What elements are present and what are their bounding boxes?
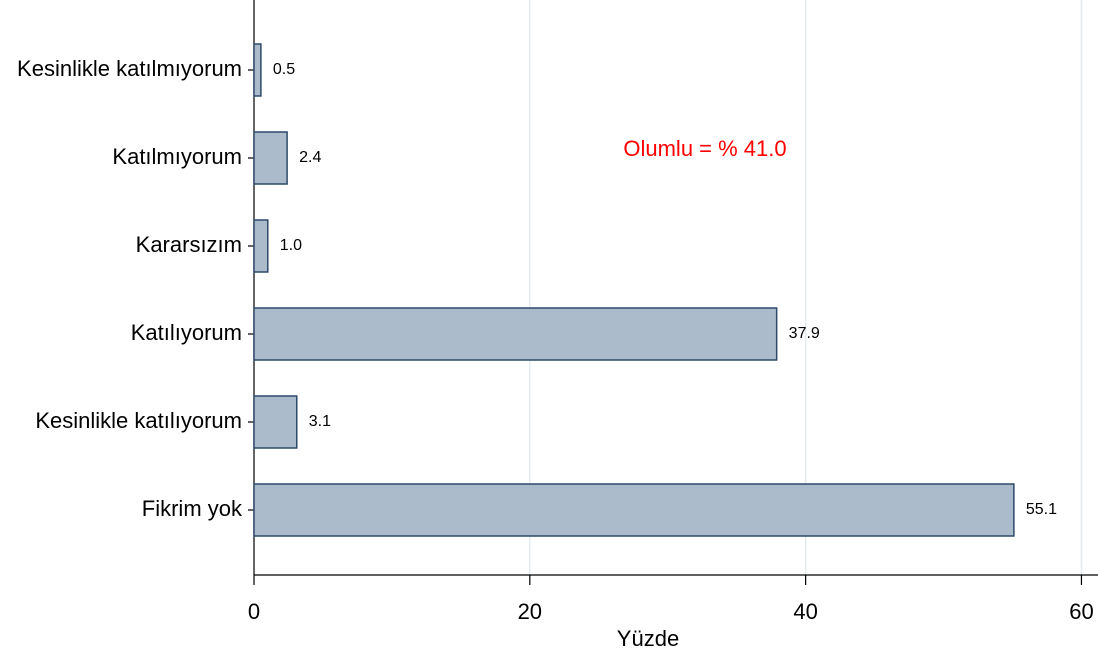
x-tick-label: 20 [518, 599, 542, 624]
y-tick-label: Kesinlikle katılıyorum [35, 408, 242, 433]
bar [253, 395, 298, 449]
y-tick-label: Kesinlikle katılmıyorum [17, 56, 242, 81]
value-label: 2.4 [299, 149, 321, 166]
value-label: 0.5 [273, 61, 295, 78]
value-label: 37.9 [789, 325, 820, 342]
bar [253, 483, 1015, 537]
x-tick-label: 40 [793, 599, 817, 624]
bar [253, 219, 269, 273]
bar [253, 307, 778, 361]
x-axis-title: Yüzde [617, 626, 679, 651]
x-tick-label: 60 [1069, 599, 1093, 624]
value-label: 3.1 [309, 413, 331, 430]
annotation: Olumlu = % 41.0 [623, 136, 786, 161]
x-tick-label: 0 [248, 599, 260, 624]
value-label: 1.0 [280, 237, 302, 254]
y-tick-label: Katılmıyorum [112, 144, 242, 169]
y-tick-label: Fikrim yok [142, 496, 243, 521]
y-tick-label: Kararsızım [136, 232, 242, 257]
y-tick-label: Katılıyorum [131, 320, 242, 345]
bar [253, 43, 262, 97]
value-label: 55.1 [1026, 501, 1057, 518]
bar [253, 131, 288, 185]
